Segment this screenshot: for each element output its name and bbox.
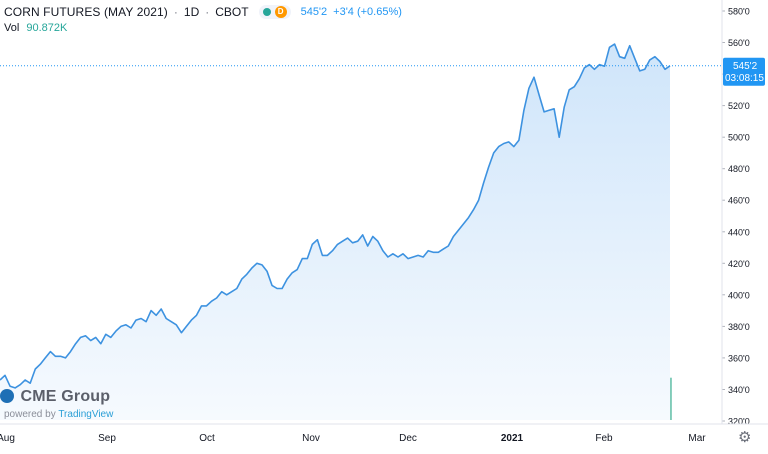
x-tick-label: Aug <box>0 433 15 444</box>
y-tick-label: 400'0 <box>728 290 750 300</box>
tradingview-link[interactable]: TradingView <box>58 409 114 420</box>
x-tick-label: Oct <box>199 433 215 444</box>
price-tag-countdown: 03:08:15 <box>725 73 764 84</box>
y-tick-label: 320'0 <box>728 417 750 427</box>
y-tick-label: 500'0 <box>728 133 750 143</box>
y-tick-label: 420'0 <box>728 259 750 269</box>
price-change: +3'4 (+0.65%) <box>333 6 402 18</box>
y-tick-label: 580'0 <box>728 7 750 17</box>
status-indicators[interactable]: D <box>258 5 291 19</box>
price-area <box>0 43 671 420</box>
x-tick-label: Feb <box>595 433 613 444</box>
powered-by-label: powered by <box>4 409 56 420</box>
cme-logo[interactable]: CME Group <box>0 388 110 406</box>
x-tick-label: Mar <box>688 433 706 444</box>
y-tick-label: 360'0 <box>728 353 750 363</box>
interval-label[interactable]: 1D <box>183 5 200 19</box>
volume-label: Vol <box>4 22 20 34</box>
market-status-icon <box>262 8 271 16</box>
y-axis: 320'0 340'0 360'0 380'0 400'0 420'0 440'0 460'0… <box>721 0 750 427</box>
gear-icon[interactable]: ⚙ <box>738 429 752 446</box>
chart-header: CORN FUTURES (MAY 2021) · 1D · CBOT D 54… <box>4 5 402 19</box>
price-tag-price: 545'2 <box>733 61 758 72</box>
x-tick-label: Nov <box>302 433 320 444</box>
symbol-title[interactable]: CORN FUTURES (MAY 2021) <box>4 5 168 19</box>
x-axis: Aug Sep Oct Nov Dec 2021 Feb Mar <box>0 423 768 444</box>
y-tick-label: 520'0 <box>728 101 750 111</box>
price-line <box>0 43 671 389</box>
last-price: 545'2 <box>300 6 328 18</box>
y-tick-label: 560'0 <box>728 38 750 48</box>
powered-by[interactable]: powered by TradingView <box>4 409 113 420</box>
price-tag-box <box>723 57 765 86</box>
price-area-fill <box>0 44 670 420</box>
y-tick-label: 440'0 <box>728 227 750 237</box>
y-tick-label: 460'0 <box>728 196 750 206</box>
volume-value: 90.872K <box>26 22 68 34</box>
globe-icon <box>0 389 14 403</box>
logo-text: CME Group <box>20 388 111 405</box>
x-tick-label: 2021 <box>501 433 524 444</box>
volume-legend[interactable]: Vol 90.872K <box>4 22 67 34</box>
exchange-label: CBOT <box>215 5 249 19</box>
x-tick-label: Sep <box>98 433 116 444</box>
y-tick-label: 480'0 <box>728 164 750 174</box>
x-tick-label: Dec <box>399 433 417 444</box>
y-tick-label: 380'0 <box>728 322 750 332</box>
y-tick-label: 340'0 <box>728 385 750 395</box>
price-tag: 545'2 03:08:15 <box>723 57 765 86</box>
delayed-data-icon: D <box>274 6 287 18</box>
